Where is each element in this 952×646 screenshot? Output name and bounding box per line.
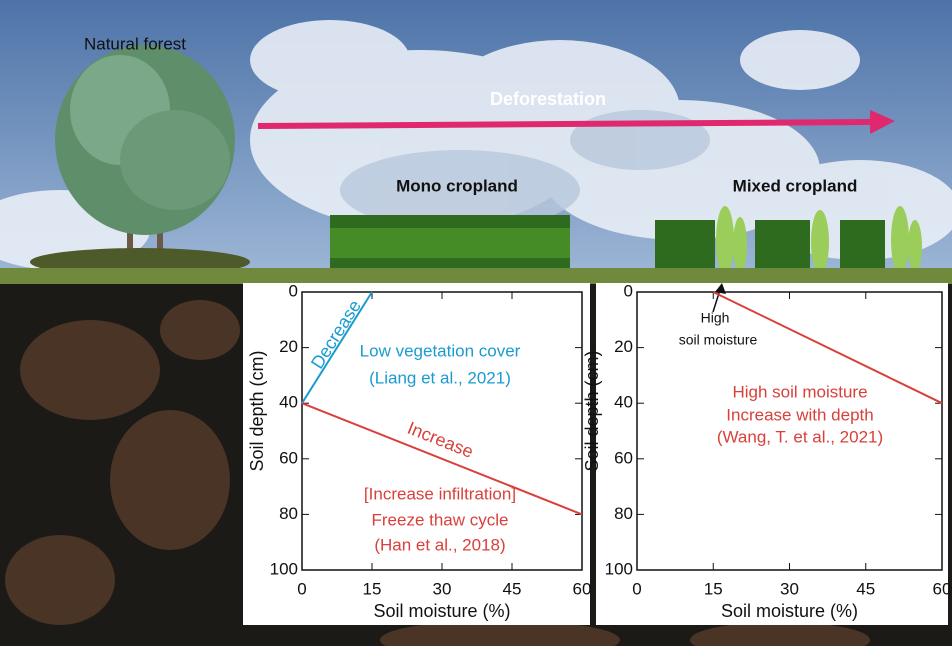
x-axis-label: Soil moisture (%) xyxy=(721,601,858,621)
y-tick-label: 80 xyxy=(279,504,298,523)
annotation: (Han et al., 2018) xyxy=(374,535,505,554)
x-tick-label: 45 xyxy=(856,579,875,598)
annotation: Increase with depth xyxy=(726,405,873,424)
x-tick-label: 0 xyxy=(632,579,641,598)
deforestation-arrow xyxy=(258,122,872,126)
annotation: (Liang et al., 2021) xyxy=(369,368,511,387)
annotation: High xyxy=(701,310,730,326)
y-tick-label: 100 xyxy=(605,559,633,578)
annotation: (Wang, T. et al., 2021) xyxy=(717,427,883,446)
x-tick-label: 60 xyxy=(933,579,952,598)
mono-label: Mono cropland xyxy=(396,176,518,195)
annotation: Freeze thaw cycle xyxy=(372,510,509,529)
mixed-label: Mixed cropland xyxy=(733,176,858,195)
forest-label: Natural forest xyxy=(84,34,186,53)
annotation: soil moisture xyxy=(679,332,758,348)
panel xyxy=(596,283,948,625)
y-tick-label: 40 xyxy=(279,393,298,412)
annotation: Low vegetation cover xyxy=(360,341,521,360)
x-tick-label: 45 xyxy=(503,579,522,598)
x-tick-label: 15 xyxy=(363,579,382,598)
annotation: High soil moisture xyxy=(732,382,867,401)
y-axis-label: Soil depth (cm) xyxy=(247,350,267,471)
x-tick-label: 30 xyxy=(433,579,452,598)
ground xyxy=(0,268,952,284)
x-tick-label: 30 xyxy=(780,579,799,598)
annotation: [Increase infiltration] xyxy=(364,484,516,503)
x-axis-label: Soil moisture (%) xyxy=(373,601,510,621)
arrow-label: Deforestation xyxy=(490,89,606,109)
y-tick-label: 60 xyxy=(279,448,298,467)
y-tick-label: 60 xyxy=(614,448,633,467)
x-tick-label: 60 xyxy=(573,579,592,598)
figure: Natural forest Deforestation Mono cropla… xyxy=(0,0,952,646)
y-tick-label: 0 xyxy=(289,281,298,300)
x-tick-label: 15 xyxy=(704,579,723,598)
y-axis-label: Soil depth (cm) xyxy=(582,350,602,471)
y-tick-label: 20 xyxy=(279,337,298,356)
y-tick-label: 20 xyxy=(614,337,633,356)
y-tick-label: 0 xyxy=(624,281,633,300)
y-tick-label: 40 xyxy=(614,393,633,412)
y-tick-label: 80 xyxy=(614,504,633,523)
x-tick-label: 0 xyxy=(297,579,306,598)
y-tick-label: 100 xyxy=(270,559,298,578)
